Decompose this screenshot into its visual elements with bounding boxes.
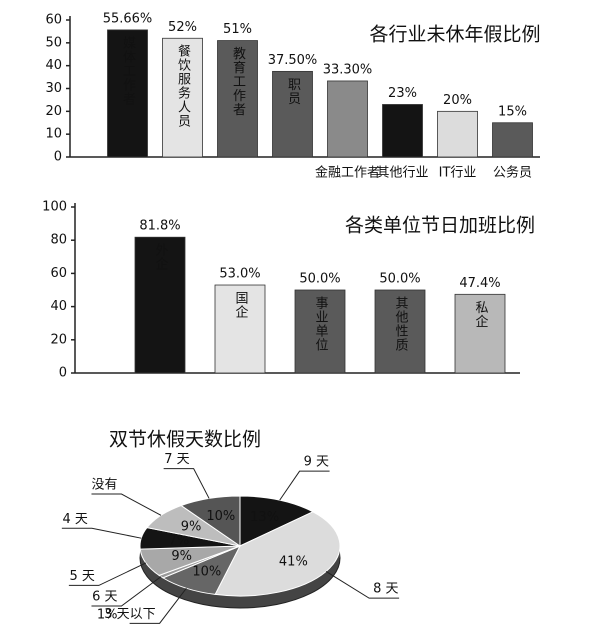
bar: [272, 70, 313, 158]
bar: [294, 289, 346, 374]
bar: [214, 284, 266, 374]
category-label: 国企: [233, 291, 249, 319]
y-tick-label: 60: [50, 266, 67, 281]
y-tick-label: 10: [45, 127, 62, 142]
chart-title: 各行业未休年假比例: [369, 24, 540, 46]
value-label: 15%: [498, 104, 527, 119]
category-label: 事业单位: [313, 296, 329, 352]
category-label: 职员: [285, 77, 301, 105]
leader-line: [163, 468, 210, 499]
y-tick-label: 20: [45, 104, 62, 119]
value-label: 20%: [443, 93, 472, 108]
value-label: 7%: [168, 534, 189, 549]
y-tick-label: 30: [45, 81, 62, 96]
bar: [374, 289, 426, 374]
value-label: 52%: [168, 20, 197, 35]
y-tick-label: 80: [50, 233, 67, 248]
y-tick-label: 0: [59, 366, 67, 381]
value-label: 41%: [279, 554, 308, 569]
bar: [454, 293, 506, 374]
y-tick-label: 0: [54, 150, 62, 165]
category-label: 9 天: [304, 455, 329, 470]
chart-title: 双节休假天数比例: [109, 429, 261, 451]
leader-line: [68, 562, 147, 586]
value-label: 53.0%: [219, 267, 260, 282]
y-tick-label: 100: [42, 200, 67, 215]
value-label: 33.30%: [323, 62, 373, 77]
bar: [382, 104, 423, 158]
bar: [437, 110, 478, 158]
value-label: 81.8%: [139, 219, 180, 234]
category-label: 3 天以下: [104, 607, 155, 622]
leader-line: [91, 493, 162, 516]
y-tick-label: 40: [45, 58, 62, 73]
bar: [162, 37, 203, 158]
value-label: 50.0%: [379, 272, 420, 287]
value-label: 13%: [250, 510, 279, 525]
category-label: IT行业: [439, 166, 477, 181]
category-label: 私企: [473, 300, 489, 328]
category-label: 8 天: [373, 582, 398, 597]
bar: [492, 122, 533, 158]
pie-slice: [239, 495, 315, 547]
category-label: 其他性质: [393, 296, 409, 352]
category-label: 5 天: [69, 569, 94, 584]
value-label: 10%: [206, 509, 235, 524]
y-tick-label: 20: [50, 332, 67, 347]
category-label: 餐饮服务人员: [175, 44, 191, 129]
category-label: 其他行业: [376, 166, 428, 181]
leader-line: [91, 576, 162, 607]
value-label: 10%: [192, 565, 221, 580]
value-label: 51%: [223, 22, 252, 37]
bar: [134, 236, 186, 374]
leader-line: [325, 571, 400, 599]
chart-title: 各类单位节日加班比例: [345, 215, 535, 237]
bar: [327, 80, 368, 158]
y-tick-label: 60: [45, 13, 62, 28]
leader-line: [279, 470, 330, 501]
value-label: 47.4%: [459, 276, 500, 291]
pie-slice: [214, 511, 341, 597]
y-tick-label: 50: [45, 35, 62, 50]
value-label: 55.66%: [103, 11, 153, 26]
category-label: 外企: [153, 243, 169, 271]
category-label: 金融工作者: [315, 165, 380, 181]
category-label: 媒体工作者: [120, 36, 136, 106]
category-label: 4 天: [62, 512, 87, 527]
category-label: 教育工作者: [230, 46, 246, 117]
value-label: 50.0%: [299, 272, 340, 287]
category-label: 公务员: [493, 165, 532, 181]
bar: [217, 40, 258, 158]
y-tick-label: 40: [50, 299, 67, 314]
leader-line: [61, 527, 142, 539]
value-label: 9%: [181, 519, 202, 534]
value-label: 1%: [97, 607, 118, 622]
value-label: 37.50%: [268, 53, 318, 68]
value-label: 9%: [171, 549, 192, 564]
leader-line: [129, 587, 187, 624]
category-label: 6 天: [92, 589, 117, 604]
bar: [107, 29, 148, 158]
category-label: 7 天: [164, 452, 189, 467]
category-label: 没有: [91, 478, 117, 493]
value-label: 23%: [388, 86, 417, 101]
